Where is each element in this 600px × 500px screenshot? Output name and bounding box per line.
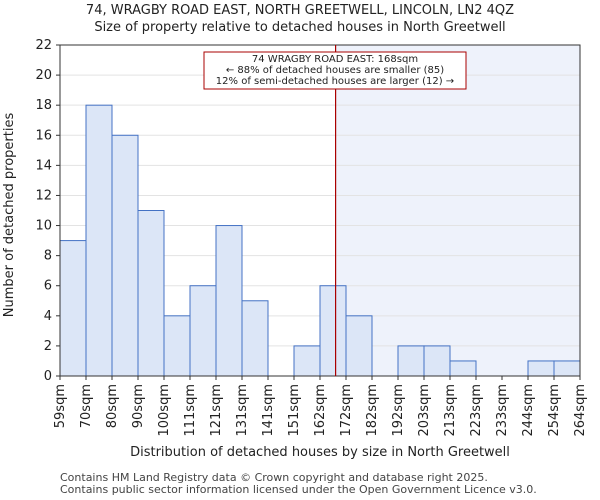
bar-192sqm [397, 345, 425, 377]
y-tick-label: 16 [35, 128, 52, 143]
y-tick-label: 20 [35, 68, 52, 83]
y-tick-label: 22 [35, 38, 52, 53]
x-tick-label: 121sqm [209, 384, 224, 437]
bar-80sqm [111, 134, 139, 377]
annotation-line-1: 74 WRAGBY ROAD EAST: 168sqm [252, 54, 418, 65]
y-tick-label: 12 [35, 188, 52, 203]
x-tick-label: 264sqm [573, 384, 588, 437]
bar-254sqm [553, 360, 581, 377]
y-tick-label: 14 [35, 158, 52, 173]
x-axis-ticks: 59sqm 70sqm 80sqm 90sqm 100sqm 111sqm 121sqm 13… [53, 376, 588, 437]
x-tick-label: 111sqm [183, 384, 198, 437]
x-tick-label: 182sqm [365, 384, 380, 437]
y-tick-label: 2 [44, 339, 52, 354]
bar-121sqm [215, 225, 243, 377]
x-tick-label: 141sqm [261, 384, 276, 437]
bars [59, 104, 581, 377]
annotation-box: 74 WRAGBY ROAD EAST: 168sqm ← 88% of det… [203, 51, 467, 90]
bar-151sqm [293, 345, 321, 377]
bar-59sqm [59, 240, 87, 377]
x-tick-label: 244sqm [521, 384, 536, 437]
footer-line-1: Contains HM Land Registry data © Crown c… [60, 471, 488, 484]
x-tick-label: 223sqm [469, 384, 484, 437]
annotation-line-3: 12% of semi-detached houses are larger (… [216, 76, 454, 87]
footer-line-2: Contains public sector information licen… [60, 483, 537, 496]
chart-title-line-1: 74, WRAGBY ROAD EAST, NORTH GREETWELL, L… [86, 3, 514, 18]
x-tick-label: 233sqm [495, 384, 510, 437]
x-axis-label: Distribution of detached houses by size … [130, 445, 510, 460]
plot-frame [59, 44, 581, 377]
x-tick-label: 131sqm [235, 384, 250, 437]
x-tick-label: 100sqm [157, 384, 172, 437]
x-tick-label: 151sqm [287, 384, 302, 437]
x-tick-label: 162sqm [313, 384, 328, 437]
bar-100sqm [163, 315, 191, 377]
bar-162sqm [319, 285, 347, 377]
x-tick-label: 254sqm [547, 384, 562, 437]
bar-213sqm [449, 360, 477, 377]
x-tick-label: 80sqm [105, 384, 120, 428]
bar-244sqm [527, 360, 555, 377]
y-tick-label: 10 [35, 219, 52, 234]
x-tick-label: 70sqm [79, 384, 94, 428]
highlight-region [335, 45, 580, 376]
x-tick-label: 90sqm [131, 384, 146, 428]
x-tick-label: 213sqm [443, 384, 458, 437]
x-tick-label: 192sqm [391, 384, 406, 437]
y-tick-label: 8 [44, 249, 52, 264]
bar-90sqm [137, 210, 165, 377]
bar-172sqm [345, 315, 373, 377]
y-tick-label: 4 [44, 309, 52, 324]
y-axis-ticks: 0 2 4 6 8 10 12 14 16 18 20 22 [35, 38, 60, 384]
x-tick-label: 203sqm [417, 384, 432, 437]
bar-131sqm [241, 300, 269, 377]
y-tick-label: 6 [44, 279, 52, 294]
y-tick-label: 0 [44, 369, 52, 384]
annotation-frame [203, 51, 467, 90]
bar-111sqm [189, 285, 217, 377]
bar-203sqm [423, 345, 451, 377]
bar-70sqm [85, 104, 113, 377]
x-tick-label: 59sqm [53, 384, 68, 428]
x-tick-label: 172sqm [339, 384, 354, 437]
y-tick-label: 18 [35, 98, 52, 113]
y-axis-label: Number of detached properties [2, 113, 17, 318]
annotation-line-2: ← 88% of detached houses are smaller (85… [226, 65, 444, 76]
chart-title-line-2: Size of property relative to detached ho… [94, 20, 505, 35]
